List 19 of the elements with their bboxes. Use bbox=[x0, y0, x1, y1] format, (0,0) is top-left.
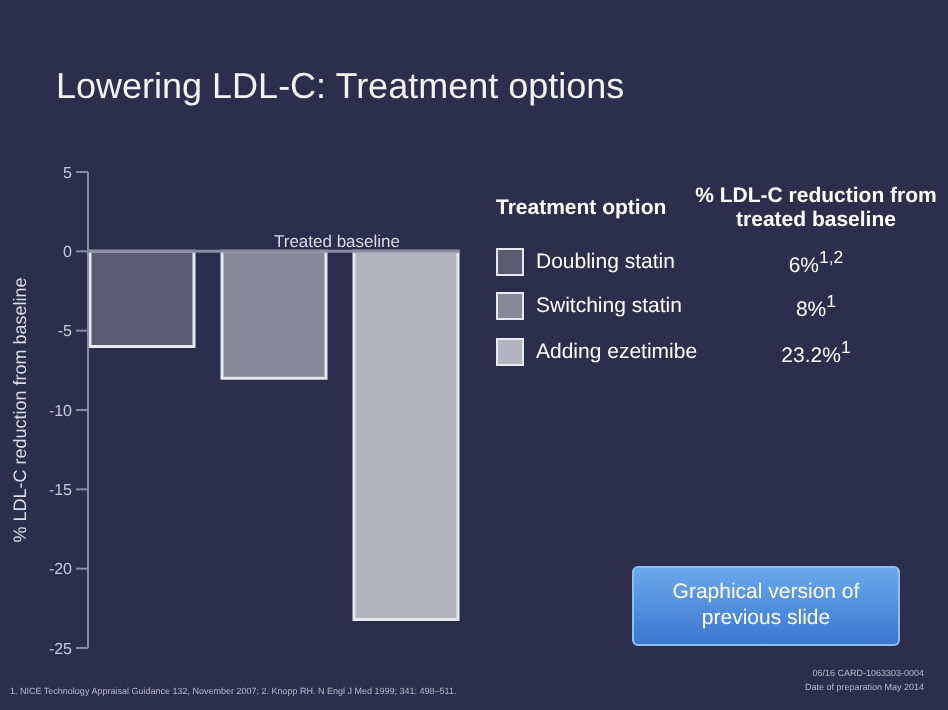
y-tick-label: -15 bbox=[48, 481, 74, 500]
legend-label: Adding ezetimibe bbox=[536, 339, 700, 364]
y-tick-label: -10 bbox=[48, 401, 74, 420]
y-tick-label: -25 bbox=[48, 639, 74, 658]
button: Graphical version of previous slide bbox=[632, 566, 900, 646]
text: 6%$^{1,2}$ bbox=[788, 246, 844, 277]
chart-title: Lowering LDL-C: Treatment options bbox=[56, 66, 625, 108]
y-tick-label: 5 bbox=[63, 163, 74, 182]
y-tick-label: 0 bbox=[63, 243, 74, 262]
y-tick-label: -5 bbox=[57, 322, 74, 341]
legend-title: Treatment option bbox=[496, 194, 669, 220]
text: 8%$^{1}$ bbox=[795, 291, 837, 322]
legend-label: Doubling statin bbox=[536, 249, 677, 274]
text: % LDL-C reduction from treated baseline bbox=[695, 184, 937, 232]
y-axis-title: % LDL-C reduction from baseline bbox=[10, 277, 31, 543]
legend-label: Switching statin bbox=[536, 294, 684, 319]
text: 23.2%$^{1}$ bbox=[781, 336, 851, 367]
y-tick-label: -20 bbox=[48, 560, 74, 579]
ref-line-label: Treated baseline bbox=[273, 231, 401, 252]
